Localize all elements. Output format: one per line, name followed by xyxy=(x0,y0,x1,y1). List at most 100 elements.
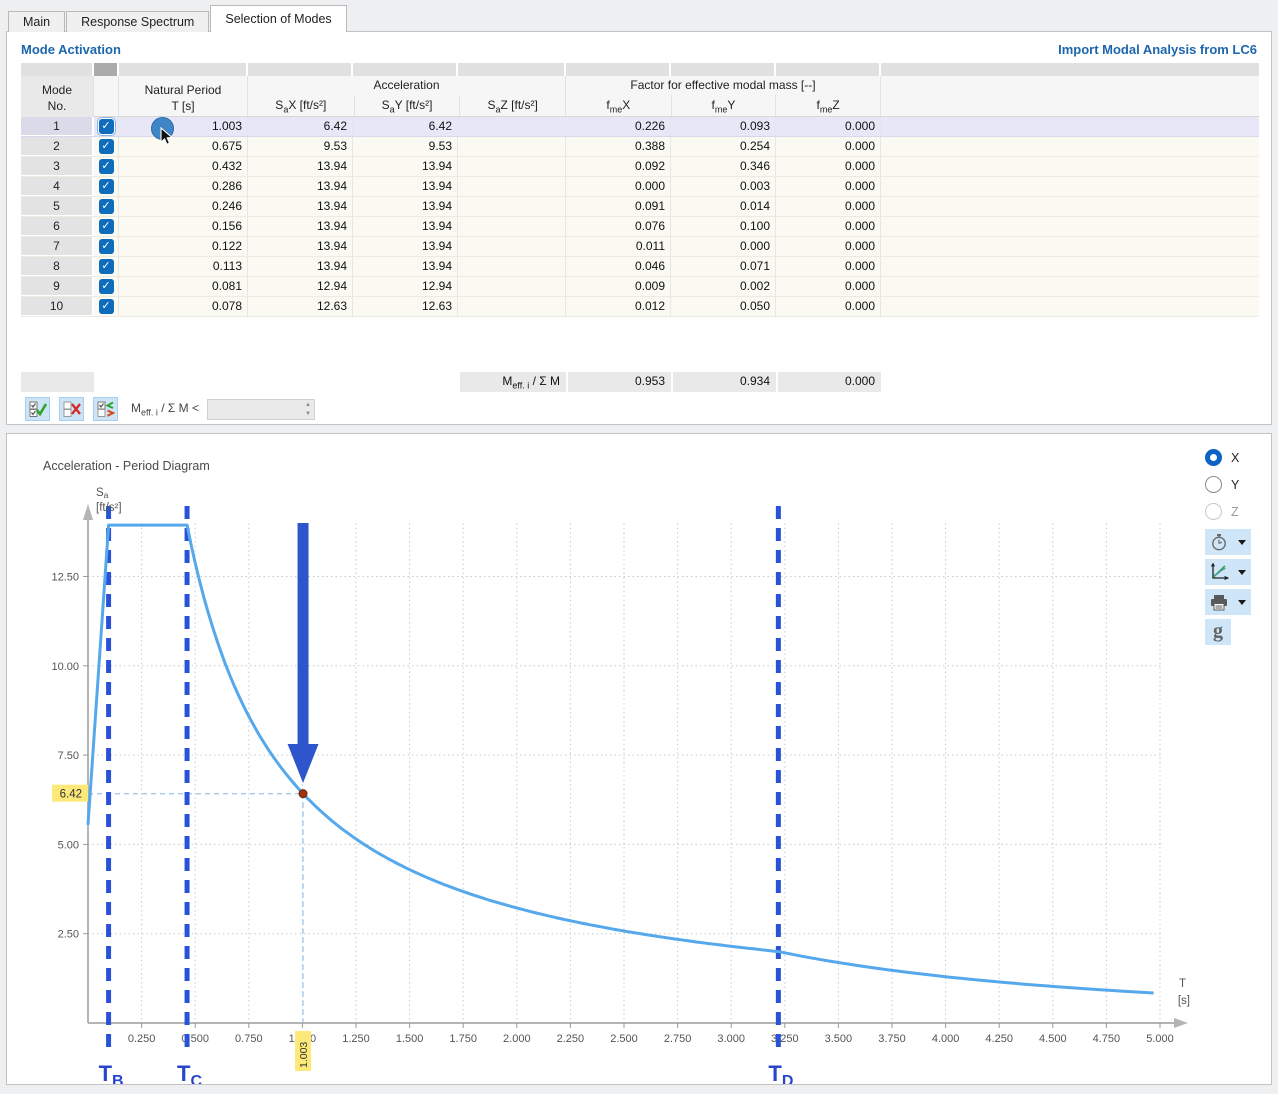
x-tick-label: 3.250 xyxy=(771,1033,799,1045)
mode-checkbox[interactable] xyxy=(98,219,114,234)
mode-checkbox[interactable] xyxy=(98,199,114,214)
mode-checkbox[interactable] xyxy=(98,259,114,274)
radio-x-indicator xyxy=(1205,449,1222,466)
spectrum-curve xyxy=(86,523,1154,995)
dropdown-arrow-icon xyxy=(1238,599,1246,605)
diagram-settings-button[interactable] xyxy=(1205,559,1251,585)
x-tick-label: 3.750 xyxy=(878,1033,906,1045)
value-cell: 0.432 xyxy=(119,157,248,176)
header-checkbox-col xyxy=(94,76,119,120)
value-cell: 13.94 xyxy=(353,157,458,176)
value-cell xyxy=(458,237,566,256)
dropdown-arrow-icon xyxy=(1238,569,1246,575)
value-cell xyxy=(881,237,1259,256)
header-filler xyxy=(881,76,1259,119)
value-cell: 0.000 xyxy=(776,217,881,236)
mode-checkbox[interactable] xyxy=(98,179,114,194)
summary-fmez: 0.000 xyxy=(776,372,881,392)
tab-main[interactable]: Main xyxy=(8,11,66,32)
select-all-button[interactable] xyxy=(25,397,50,421)
mode-checkbox-cell[interactable] xyxy=(94,257,119,276)
summary-fmex: 0.953 xyxy=(566,372,671,392)
select-by-condition-button[interactable] xyxy=(93,397,118,421)
header-saz: SaZ [ft/s²] xyxy=(459,95,565,120)
mode-checkbox-cell[interactable] xyxy=(94,297,119,316)
value-cell: 0.011 xyxy=(566,237,671,256)
g-units-button[interactable]: g xyxy=(1205,619,1231,645)
table-body: 11.0036.426.420.2260.0930.00020.6759.539… xyxy=(21,117,1259,317)
mode-checkbox[interactable] xyxy=(98,119,114,134)
spinner-arrows[interactable]: ▲ ▼ xyxy=(305,401,311,417)
value-cell: 0.122 xyxy=(119,237,248,256)
header-factor-group: Factor for effective modal mass [--] fme… xyxy=(566,76,881,120)
value-cell: 13.94 xyxy=(248,217,353,236)
mode-checkbox-cell[interactable] xyxy=(94,177,119,196)
radio-z-indicator xyxy=(1205,503,1222,520)
x-tick-label: 2.000 xyxy=(503,1033,531,1045)
value-cell xyxy=(881,117,1259,136)
mode-checkbox-cell[interactable] xyxy=(94,117,119,136)
value-cell: 0.076 xyxy=(566,217,671,236)
mode-checkbox[interactable] xyxy=(98,279,114,294)
select-by-condition-icon xyxy=(97,401,115,417)
mode-checkbox-cell[interactable] xyxy=(94,157,119,176)
meff-threshold-input[interactable]: ▲ ▼ xyxy=(206,398,315,420)
mode-table: Mode No. Natural Period T [s] Acceleration… xyxy=(21,63,1259,317)
mode-checkbox-cell[interactable] xyxy=(94,137,119,156)
tab-response-spectrum[interactable]: Response Spectrum xyxy=(66,11,210,32)
sa-highlight-label: 6.42 xyxy=(60,789,82,801)
import-modal-analysis-link[interactable]: Import Modal Analysis from LC6 xyxy=(1058,42,1257,57)
select-all-icon xyxy=(29,401,47,417)
mode-checkbox[interactable] xyxy=(98,159,114,174)
value-cell xyxy=(458,197,566,216)
mode-checkbox-cell[interactable] xyxy=(94,277,119,296)
value-cell: 13.94 xyxy=(353,237,458,256)
x-axis-arrow xyxy=(1174,1018,1188,1028)
value-cell xyxy=(458,117,566,136)
mode-number-cell: 10 xyxy=(21,297,94,316)
period-marker-label: TD xyxy=(768,1061,793,1084)
mode-checkbox-cell[interactable] xyxy=(94,197,119,216)
y-tick-label: 2.50 xyxy=(58,929,79,941)
value-cell: 0.002 xyxy=(671,277,776,296)
radio-direction-y[interactable]: Y xyxy=(1205,471,1257,498)
time-course-button[interactable] xyxy=(1205,529,1251,555)
mode-checkbox-cell[interactable] xyxy=(94,217,119,236)
x-tick-label: 0.750 xyxy=(235,1033,263,1045)
value-cell: 0.000 xyxy=(776,177,881,196)
mode-checkbox[interactable] xyxy=(98,239,114,254)
x-axis-unit: [s] xyxy=(1178,995,1190,1007)
deselect-all-button[interactable] xyxy=(59,397,84,421)
value-cell: 13.94 xyxy=(248,177,353,196)
tab-selection-of-modes[interactable]: Selection of Modes xyxy=(210,5,347,33)
print-button[interactable] xyxy=(1205,589,1251,615)
summary-fmey: 0.934 xyxy=(671,372,776,392)
stopwatch-icon xyxy=(1212,534,1226,551)
value-cell xyxy=(458,157,566,176)
t-highlight-label: 1.003 xyxy=(298,1042,310,1068)
y-axis-arrow xyxy=(83,504,93,520)
x-tick-label: 1.750 xyxy=(449,1033,477,1045)
value-cell: 13.94 xyxy=(353,257,458,276)
value-cell: 13.94 xyxy=(248,257,353,276)
mode-checkbox-cell[interactable] xyxy=(94,237,119,256)
value-cell xyxy=(881,157,1259,176)
x-tick-label: 2.500 xyxy=(610,1033,638,1045)
mode-checkbox[interactable] xyxy=(98,139,114,154)
value-cell: 0.254 xyxy=(671,137,776,156)
radio-direction-x[interactable]: X xyxy=(1205,444,1257,471)
mode-checkbox[interactable] xyxy=(98,299,114,314)
summary-row: Meff. i / Σ M 0.953 0.934 0.000 xyxy=(21,372,1259,392)
x-tick-label: 1.250 xyxy=(342,1033,370,1045)
